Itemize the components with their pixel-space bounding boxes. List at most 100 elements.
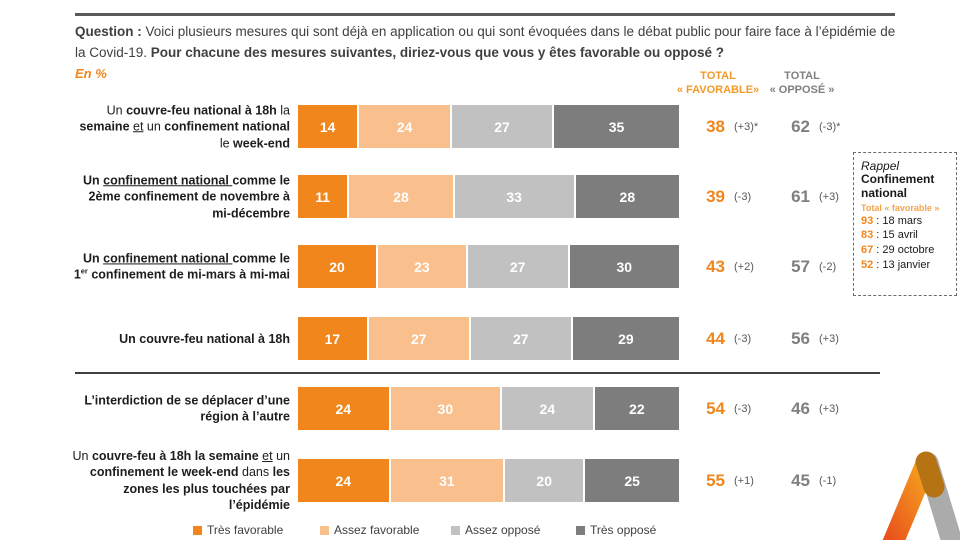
legend-item: Assez favorable bbox=[320, 523, 419, 537]
stacked-bar: 17 27 27 29 bbox=[298, 317, 679, 360]
bar-segment: 24 bbox=[298, 387, 389, 430]
legend-item: Très favorable bbox=[193, 523, 283, 537]
bar-segment: 20 bbox=[298, 245, 377, 288]
total-favorable-value: 54 bbox=[706, 398, 725, 418]
rappel-title-bold: Confinement national bbox=[861, 172, 935, 200]
total-oppose-value: 46 bbox=[791, 398, 810, 418]
total-favorable-change: (-3) bbox=[734, 402, 752, 415]
column-header-oppose: TOTAL « OPPOSÉ » bbox=[752, 69, 852, 98]
total-favorable-value: 55 bbox=[706, 470, 725, 490]
rappel-entry: 52 : 13 janvier bbox=[861, 258, 950, 273]
bar-segment-value: 28 bbox=[619, 188, 636, 205]
bar-segment: 24 bbox=[298, 459, 389, 502]
total-oppose-change: (-2) bbox=[819, 260, 837, 273]
measure-label: L’interdiction de se déplacer d’une régi… bbox=[84, 393, 290, 424]
bar-segment: 27 bbox=[468, 317, 571, 360]
question-bold-tail: Pour chacune des mesures suivantes, diri… bbox=[150, 44, 724, 60]
legend-label: Très favorable bbox=[207, 523, 284, 537]
rappel-entry: 93 : 18 mars bbox=[861, 214, 950, 229]
bar-segment-value: 30 bbox=[437, 400, 454, 417]
legend-label: Assez opposé bbox=[465, 523, 541, 537]
bar-segment: 33 bbox=[452, 175, 574, 218]
bar-segment: 24 bbox=[357, 105, 450, 148]
bar-segment-value: 30 bbox=[616, 258, 633, 275]
bar-segment-value: 23 bbox=[414, 258, 430, 275]
bar-segment: 11 bbox=[298, 175, 348, 218]
legend-item: Très opposé bbox=[576, 523, 656, 537]
total-oppose-value: 57 bbox=[791, 256, 810, 276]
total-favorable-value: 43 bbox=[706, 256, 725, 276]
total-favorable-change: (-3) bbox=[734, 190, 752, 203]
measure-label: Un couvre-feu national à 18h bbox=[119, 331, 290, 346]
bar-segment-value: 27 bbox=[494, 118, 510, 135]
top-divider bbox=[75, 13, 895, 16]
total-oppose-value: 56 bbox=[791, 328, 810, 348]
measure-label: Un confinement national comme le 2ème co… bbox=[83, 172, 290, 220]
legend-swatch-icon bbox=[576, 525, 585, 535]
stacked-bar: 14 24 27 35 bbox=[298, 105, 679, 148]
bar-segment-value: 17 bbox=[324, 330, 341, 347]
bar-segment-value: 24 bbox=[335, 472, 352, 489]
column-header-favorable-line1: TOTAL bbox=[700, 70, 736, 82]
bar-segment: 20 bbox=[503, 459, 584, 502]
bar-segment: 29 bbox=[570, 317, 679, 360]
total-oppose-change: (+3) bbox=[819, 190, 839, 203]
measure-label: Un couvre-feu national à 18h la semaine … bbox=[79, 102, 290, 150]
legend-swatch-icon bbox=[320, 525, 329, 535]
rappel-entry-value: 93 bbox=[861, 214, 874, 227]
bar-segment-value: 24 bbox=[335, 400, 352, 417]
total-oppose-value: 45 bbox=[791, 470, 810, 490]
rappel-entry: 67 : 29 octobre bbox=[861, 243, 950, 258]
rappel-entry-value: 83 bbox=[861, 229, 874, 242]
total-favorable-change: (-3) bbox=[734, 332, 752, 345]
bar-segment: 35 bbox=[551, 105, 679, 148]
bar-segment-value: 25 bbox=[624, 472, 640, 489]
legend-swatch-icon bbox=[193, 525, 202, 535]
bar-segment-value: 28 bbox=[393, 188, 409, 205]
rappel-entry-value: 52 bbox=[861, 259, 874, 272]
column-header-favorable: TOTAL « FAVORABLE» bbox=[664, 69, 772, 98]
bar-segment-value: 27 bbox=[410, 330, 427, 347]
chart-legend: Très favorable Assez favorable Assez oppos… bbox=[0, 523, 960, 540]
unit-label: En % bbox=[75, 66, 107, 81]
bar-segment: 27 bbox=[366, 317, 469, 360]
bar-segment: 30 bbox=[388, 387, 501, 430]
bar-segment-value: 29 bbox=[618, 330, 634, 347]
rappel-entry-value: 67 bbox=[861, 244, 874, 257]
bar-segment-value: 27 bbox=[512, 330, 529, 347]
total-favorable-change: (+1) bbox=[734, 474, 754, 487]
bar-segment-value: 24 bbox=[396, 118, 413, 135]
bar-segment-value: 20 bbox=[536, 472, 552, 489]
total-favorable-value: 38 bbox=[706, 116, 725, 136]
bar-segment: 28 bbox=[573, 175, 679, 218]
column-header-favorable-line2: « FAVORABLE» bbox=[676, 84, 760, 97]
legend-swatch-icon bbox=[451, 525, 460, 535]
bar-segment: 27 bbox=[449, 105, 552, 148]
legend-item: Assez opposé bbox=[451, 523, 540, 537]
bar-segment-value: 11 bbox=[315, 188, 331, 205]
total-favorable-change: (+3)* bbox=[734, 120, 759, 133]
bar-segment: 30 bbox=[567, 245, 679, 288]
bar-segment-value: 31 bbox=[439, 472, 455, 489]
total-oppose-change: (-3)* bbox=[819, 120, 841, 133]
bar-segment-value: 33 bbox=[506, 188, 522, 205]
stacked-bar: 11 28 33 28 bbox=[298, 175, 679, 218]
bar-segment-value: 20 bbox=[329, 258, 345, 275]
legend-label: Très opposé bbox=[590, 523, 657, 537]
bar-segment: 27 bbox=[465, 245, 568, 288]
total-oppose-value: 62 bbox=[791, 116, 810, 136]
rappel-entry-date: : 15 avril bbox=[873, 229, 918, 242]
rappel-entry-date: : 29 octobre bbox=[873, 244, 935, 257]
total-oppose-value: 61 bbox=[791, 186, 810, 206]
total-oppose-change: (+3) bbox=[819, 402, 839, 415]
legend-label: Assez favorable bbox=[334, 523, 420, 537]
rappel-subtitle: Total « favorable » bbox=[861, 202, 940, 213]
bar-segment: 23 bbox=[376, 245, 466, 288]
rappel-entry-date: : 13 janvier bbox=[873, 259, 931, 272]
total-oppose-change: (+3) bbox=[819, 332, 839, 345]
bar-segment: 28 bbox=[347, 175, 453, 218]
rappel-entries: 93 : 18 mars 83 : 15 avril 67 : 29 octobre… bbox=[861, 214, 950, 273]
total-favorable-value: 39 bbox=[706, 186, 725, 206]
total-favorable-value: 44 bbox=[706, 328, 725, 348]
